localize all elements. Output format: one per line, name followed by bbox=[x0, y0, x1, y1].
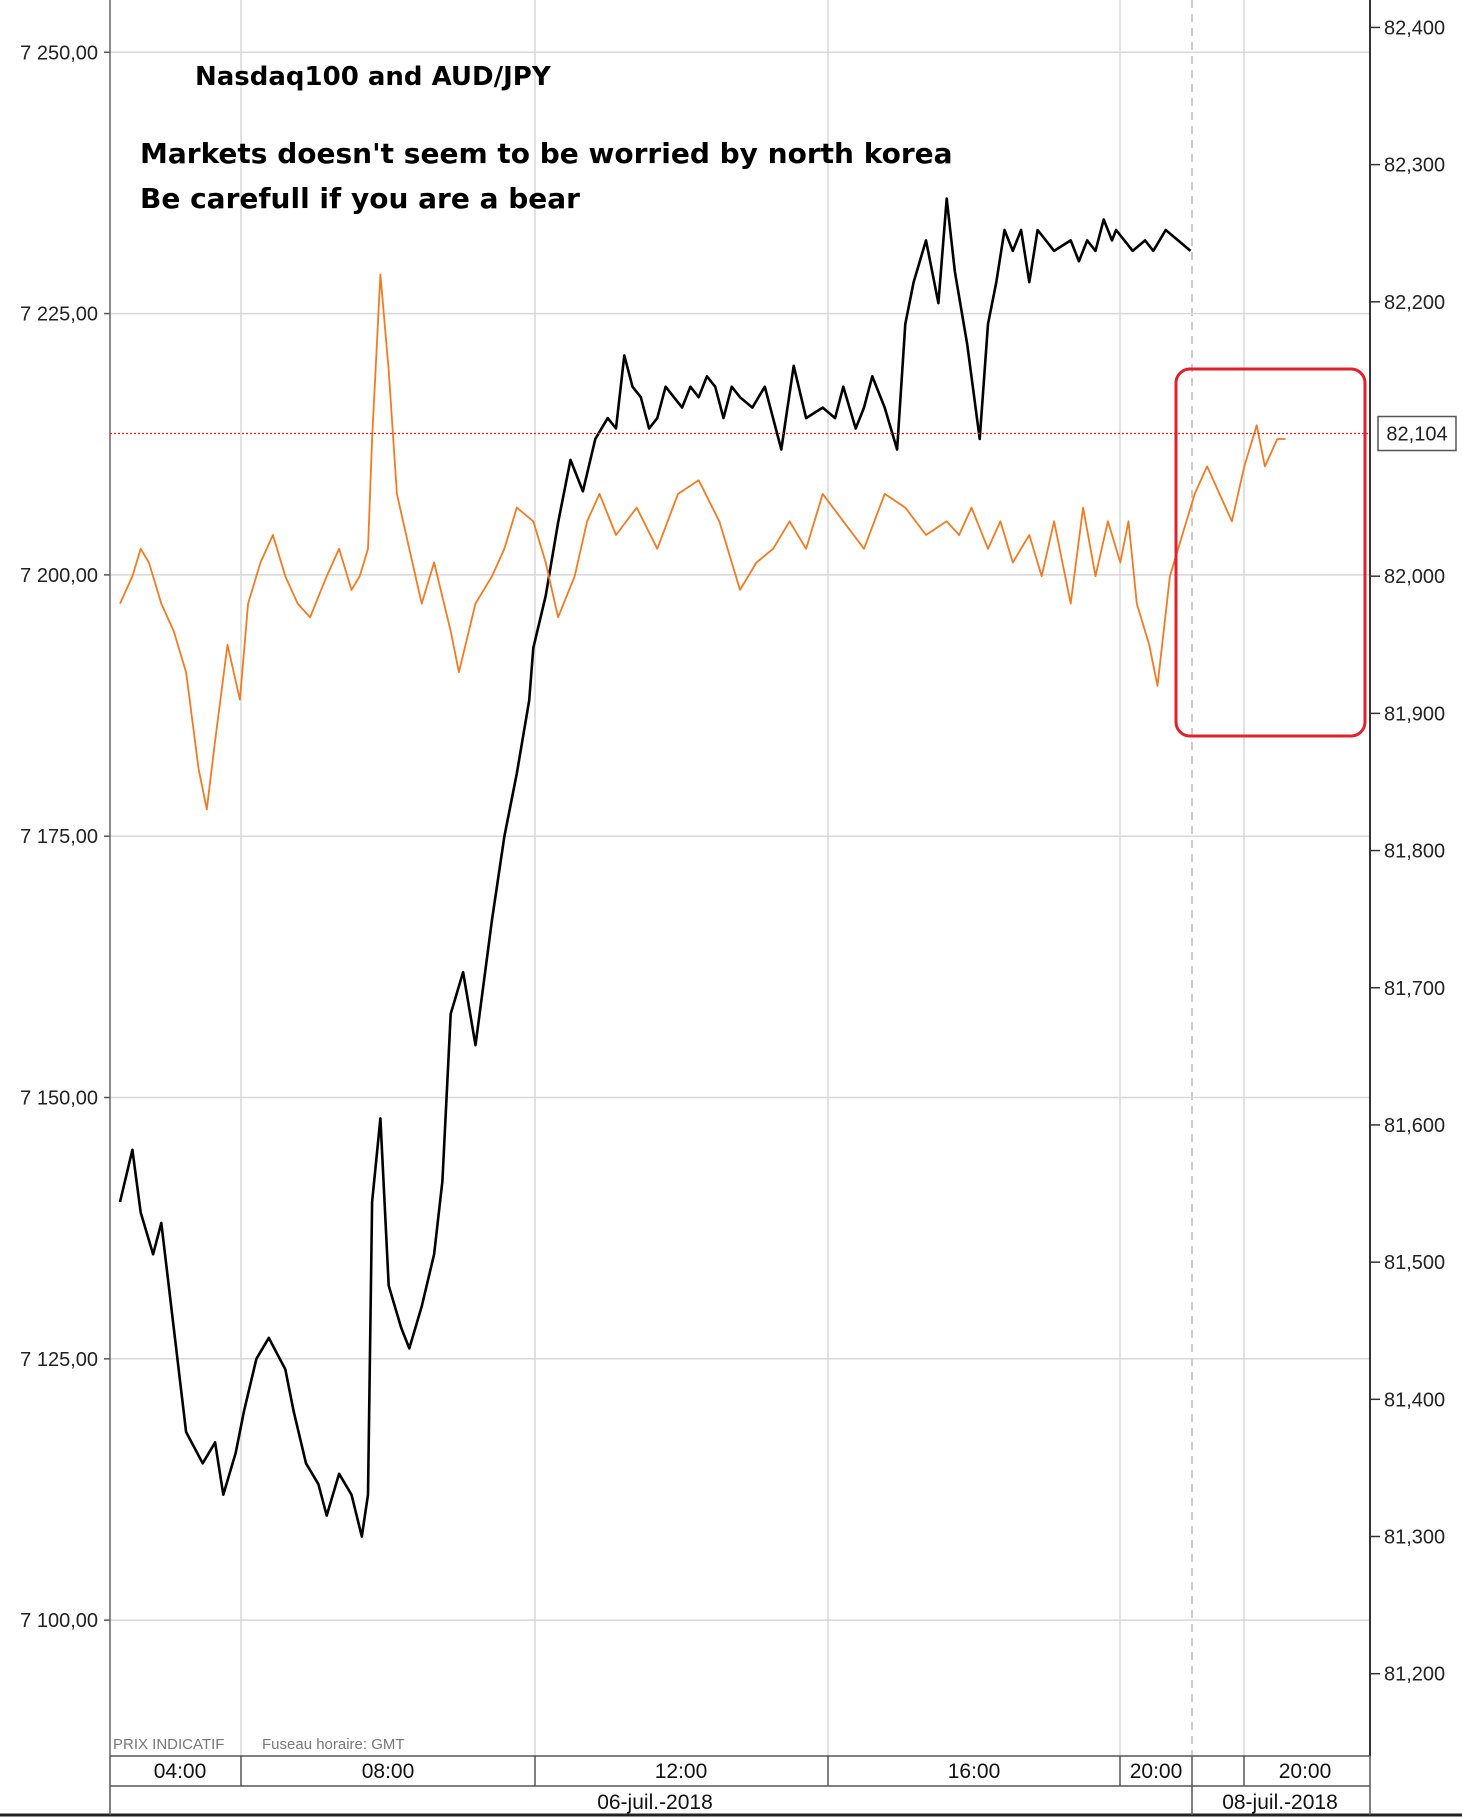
chart-title: Nasdaq100 and AUD/JPY bbox=[195, 62, 551, 92]
right-tick-label: 81,700 bbox=[1384, 978, 1445, 1000]
x-date-label: 08-juil.-2018 bbox=[1222, 1791, 1338, 1814]
audjpy-line bbox=[119, 273, 1286, 811]
annotation-line: Be carefull if you are a bear bbox=[140, 182, 580, 215]
right-tick-label: 81,600 bbox=[1384, 1115, 1445, 1137]
current-value-badge: 82,104 bbox=[1377, 415, 1457, 452]
right-tick-label: 82,000 bbox=[1384, 566, 1445, 588]
highlight-box bbox=[1174, 367, 1367, 738]
right-tick-label: 81,300 bbox=[1384, 1527, 1445, 1549]
x-tick-label: 16:00 bbox=[948, 1760, 1001, 1783]
right-tick-label: 81,500 bbox=[1384, 1252, 1445, 1274]
annotation-line: Markets doesn't seem to be worried by no… bbox=[140, 137, 953, 170]
left-tick-label: 7 100,00 bbox=[20, 1610, 98, 1632]
right-tick-label: 81,200 bbox=[1384, 1664, 1445, 1686]
left-tick-label: 7 175,00 bbox=[20, 826, 98, 848]
right-tick-label: 82,300 bbox=[1384, 155, 1445, 177]
price-note: PRIX INDICATIF bbox=[113, 1736, 224, 1753]
x-tick-label: 20:00 bbox=[1279, 1760, 1332, 1783]
left-tick-label: 7 125,00 bbox=[20, 1349, 98, 1371]
right-axis-ticks: 82,400 82,300 82,200 82,000 81,900 81,800 81,7… bbox=[1370, 17, 1445, 1686]
left-tick-label: 7 150,00 bbox=[20, 1088, 98, 1110]
nasdaq100-line bbox=[118, 197, 1192, 1538]
timezone-note: Fuseau horaire: GMT bbox=[262, 1736, 405, 1753]
right-tick-label: 82,200 bbox=[1384, 292, 1445, 314]
right-tick-label: 81,400 bbox=[1384, 1389, 1445, 1411]
left-tick-label: 7 250,00 bbox=[20, 42, 98, 64]
x-tick-label: 20:00 bbox=[1130, 1760, 1183, 1783]
series-lines bbox=[118, 197, 1286, 1538]
gridlines bbox=[110, 0, 1370, 1756]
x-axis-footer: PRIX INDICATIF Fuseau horaire: GMT 04:00… bbox=[0, 1736, 1462, 1817]
current-value-label: 82,104 bbox=[1386, 424, 1447, 446]
x-tick-label: 08:00 bbox=[362, 1760, 415, 1783]
left-axis-ticks: 7 250,00 7 225,00 7 200,00 7 175,00 7 150,00… bbox=[20, 42, 110, 1632]
x-tick-label: 12:00 bbox=[655, 1760, 708, 1783]
x-tick-label: 04:00 bbox=[154, 1760, 207, 1783]
right-tick-label: 82,400 bbox=[1384, 17, 1445, 39]
left-tick-label: 7 225,00 bbox=[20, 304, 98, 326]
left-tick-label: 7 200,00 bbox=[20, 565, 98, 587]
x-date-label: 06-juil.-2018 bbox=[597, 1791, 713, 1814]
right-tick-label: 81,800 bbox=[1384, 841, 1445, 863]
right-tick-label: 81,900 bbox=[1384, 703, 1445, 725]
